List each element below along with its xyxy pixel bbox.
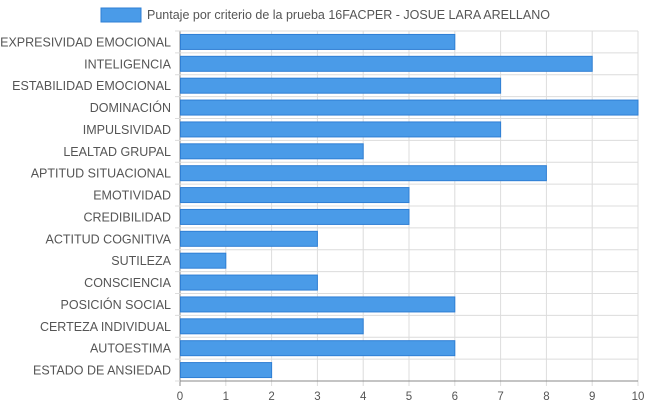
x-tick-label: 6 bbox=[452, 391, 458, 403]
category-label: LEALTAD GRUPAL bbox=[63, 145, 171, 159]
bar[interactable] bbox=[180, 187, 410, 204]
category-label: INTELIGENCIA bbox=[84, 57, 171, 71]
category-label: APTITUD SITUACIONAL bbox=[31, 167, 171, 181]
bar[interactable] bbox=[180, 77, 502, 94]
y-axis-labels: EXPRESIVIDAD EMOCIONAL INTELIGENCIA ESTABI… bbox=[0, 35, 172, 377]
category-label: DOMINACIÓN bbox=[90, 100, 171, 115]
category-label: POSICIÓN SOCIAL bbox=[61, 297, 171, 312]
bars bbox=[180, 33, 639, 379]
category-label: ESTABILIDAD EMOCIONAL bbox=[12, 79, 171, 93]
category-label: CONSCIENCIA bbox=[84, 276, 171, 290]
bar[interactable] bbox=[180, 230, 318, 247]
bar[interactable] bbox=[180, 121, 502, 138]
category-label: ACTITUD COGNITIVA bbox=[46, 232, 172, 246]
bar[interactable] bbox=[180, 296, 456, 313]
x-axis-ticks: 0 1 2 3 4 5 6 7 8 9 10 bbox=[177, 391, 645, 403]
bar[interactable] bbox=[180, 143, 364, 160]
bar[interactable] bbox=[180, 33, 456, 50]
x-tick-label: 9 bbox=[589, 391, 595, 403]
x-tick-label: 0 bbox=[177, 391, 183, 403]
legend-label[interactable]: Puntaje por criterio de la prueba 16FACP… bbox=[147, 8, 550, 22]
legend[interactable]: Puntaje por criterio de la prueba 16FACP… bbox=[100, 7, 550, 23]
legend-swatch[interactable] bbox=[100, 7, 142, 23]
x-tick-label: 5 bbox=[406, 391, 412, 403]
category-label: CREDIBILIDAD bbox=[83, 210, 171, 224]
bar[interactable] bbox=[180, 274, 318, 291]
category-label: ESTADO DE ANSIEDAD bbox=[33, 364, 171, 378]
bar[interactable] bbox=[180, 55, 593, 72]
bar[interactable] bbox=[180, 165, 547, 182]
category-label: IMPULSIVIDAD bbox=[83, 123, 171, 137]
x-tick-label: 10 bbox=[632, 391, 645, 403]
bar[interactable] bbox=[180, 318, 364, 335]
x-tick-label: 3 bbox=[314, 391, 320, 403]
category-label: AUTOESTIMA bbox=[90, 342, 172, 356]
bar[interactable] bbox=[180, 340, 456, 357]
bar[interactable] bbox=[180, 208, 410, 225]
category-label: EMOTIVIDAD bbox=[93, 189, 171, 203]
bar[interactable] bbox=[180, 252, 227, 269]
category-label: SUTILEZA bbox=[111, 254, 171, 268]
x-tick-label: 2 bbox=[268, 391, 274, 403]
x-tick-label: 1 bbox=[223, 391, 229, 403]
x-tick-label: 7 bbox=[497, 391, 503, 403]
bar[interactable] bbox=[180, 362, 273, 379]
bar[interactable] bbox=[180, 99, 639, 116]
x-tick-label: 4 bbox=[360, 391, 367, 403]
category-label: CERTEZA INDIVIDUAL bbox=[40, 320, 171, 334]
category-label: EXPRESIVIDAD EMOCIONAL bbox=[0, 35, 171, 49]
x-tick-label: 8 bbox=[543, 391, 549, 403]
